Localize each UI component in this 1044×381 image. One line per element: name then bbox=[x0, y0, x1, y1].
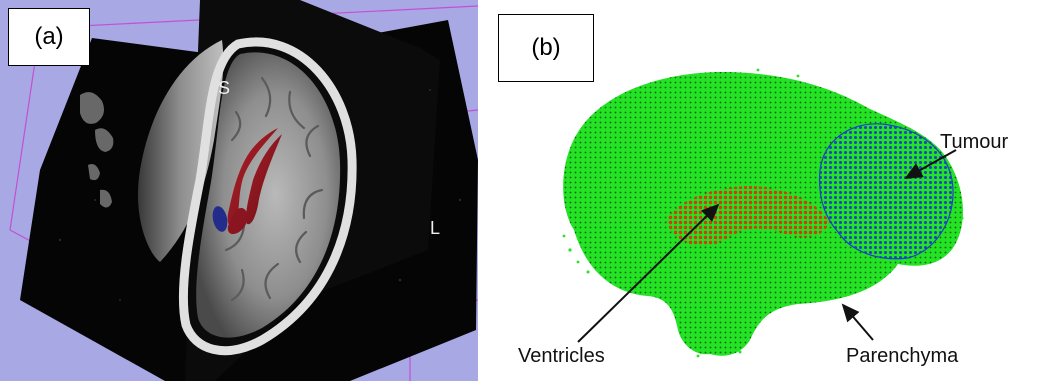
ventricle-lower-lobe bbox=[227, 207, 248, 235]
annotation-parenchyma: Parenchyma bbox=[846, 345, 959, 367]
panel-b-label: (b) bbox=[498, 14, 594, 82]
brain-tissue bbox=[196, 52, 341, 338]
ventricles-red bbox=[227, 128, 282, 227]
point-cloud-panel: Tumour Ventricles Parenchyma (b) bbox=[478, 0, 1044, 381]
tumour-blue bbox=[212, 206, 228, 232]
arrow-ventricles bbox=[577, 203, 720, 343]
cortical-sulci bbox=[224, 76, 324, 302]
skull-outer-ring bbox=[178, 37, 357, 356]
mri-3d-scene bbox=[9, 0, 478, 381]
arrow-parenchyma bbox=[841, 303, 874, 341]
brain-point-cloud bbox=[562, 68, 964, 358]
sagittal-brain-surface bbox=[138, 40, 224, 262]
tumour-point-cloud bbox=[818, 123, 954, 260]
ventricles-point-cloud bbox=[666, 186, 830, 247]
arrow-tumour bbox=[904, 149, 957, 179]
parenchyma-edge-points bbox=[562, 68, 964, 358]
orientation-label-superior: S bbox=[218, 78, 231, 98]
annotation-tumour: Tumour bbox=[940, 131, 1009, 153]
mri-3d-view-panel: S L (a) bbox=[0, 0, 478, 381]
slice-noise bbox=[58, 89, 462, 301]
annotation-ventricles: Ventricles bbox=[518, 345, 605, 367]
panel-a-label: (a) bbox=[8, 8, 90, 66]
scalp-fragments bbox=[80, 92, 114, 208]
orientation-label-left: L bbox=[430, 218, 441, 238]
